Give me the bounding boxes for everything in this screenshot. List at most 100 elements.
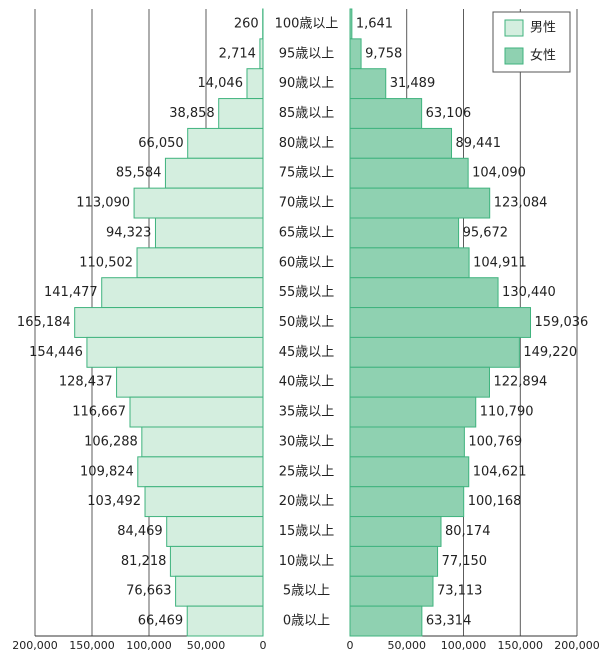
value-label: 103,492 xyxy=(87,494,141,509)
value-label: 104,911 xyxy=(473,255,527,270)
bar xyxy=(186,605,264,637)
category-label: 60歳以上 xyxy=(279,255,335,270)
bar xyxy=(154,217,264,249)
x-tick-label: 0 xyxy=(260,639,267,652)
value-label: 80,174 xyxy=(445,524,491,539)
category-label: 0歳以上 xyxy=(283,614,330,629)
bar xyxy=(141,426,264,458)
bar xyxy=(133,187,264,219)
x-tick-label: 100,000 xyxy=(441,639,487,652)
value-label: 122,894 xyxy=(493,375,547,390)
x-tick-label: 150,000 xyxy=(498,639,544,652)
bar xyxy=(86,336,264,368)
legend-label: 女性 xyxy=(530,48,556,64)
value-label: 104,090 xyxy=(472,166,526,181)
bar xyxy=(349,247,470,279)
value-label: 128,437 xyxy=(59,375,113,390)
bar xyxy=(349,157,469,189)
category-label: 15歳以上 xyxy=(279,524,335,539)
bar xyxy=(349,486,465,518)
category-label: 80歳以上 xyxy=(279,136,335,151)
legend-swatch xyxy=(504,19,524,37)
value-label: 104,621 xyxy=(473,464,527,479)
bar xyxy=(175,575,264,607)
bar xyxy=(349,307,532,338)
x-tick-label: 50,000 xyxy=(388,639,427,652)
x-tick-label: 0 xyxy=(347,639,354,652)
value-label: 141,477 xyxy=(44,285,98,300)
bar xyxy=(349,277,499,309)
value-label: 84,469 xyxy=(117,524,163,539)
category-label: 35歳以上 xyxy=(279,405,335,420)
value-label: 95,672 xyxy=(463,225,509,240)
category-label: 20歳以上 xyxy=(279,494,335,509)
x-tick-label: 150,000 xyxy=(69,639,115,652)
bar xyxy=(164,157,264,189)
bar xyxy=(349,127,453,159)
bar xyxy=(166,516,264,547)
value-label: 89,441 xyxy=(456,136,502,151)
category-label: 100歳以上 xyxy=(275,16,339,31)
value-label: 76,663 xyxy=(126,584,172,599)
category-label: 30歳以上 xyxy=(279,434,335,449)
category-label: 5歳以上 xyxy=(283,584,330,599)
category-label: 40歳以上 xyxy=(279,375,335,390)
bar xyxy=(259,38,264,70)
value-label: 130,440 xyxy=(502,285,556,300)
value-label: 81,218 xyxy=(121,554,167,569)
value-label: 154,446 xyxy=(29,345,83,360)
category-label: 45歳以上 xyxy=(279,345,335,360)
bar xyxy=(129,396,264,428)
bar xyxy=(349,8,353,40)
bar xyxy=(349,98,423,129)
value-label: 113,090 xyxy=(76,196,130,211)
bar xyxy=(349,38,362,70)
category-label: 75歳以上 xyxy=(279,166,335,181)
value-label: 31,489 xyxy=(390,76,436,91)
category-label: 25歳以上 xyxy=(279,464,335,479)
value-label: 77,150 xyxy=(442,554,488,569)
value-label: 123,084 xyxy=(494,196,548,211)
legend-swatch xyxy=(504,47,524,65)
value-label: 38,858 xyxy=(169,106,215,121)
category-label: 95歳以上 xyxy=(279,46,335,61)
value-label: 63,314 xyxy=(426,614,472,629)
value-label: 94,323 xyxy=(106,225,152,240)
value-label: 260 xyxy=(234,16,259,31)
bar xyxy=(349,605,423,637)
bar xyxy=(74,307,264,338)
bar xyxy=(349,516,442,547)
x-tick-label: 200,000 xyxy=(554,639,600,652)
bar xyxy=(349,187,491,219)
bar xyxy=(349,217,460,249)
category-label: 10歳以上 xyxy=(279,554,335,569)
value-label: 110,502 xyxy=(79,255,133,270)
value-label: 149,220 xyxy=(523,345,577,360)
bar xyxy=(246,68,264,100)
value-label: 165,184 xyxy=(17,315,71,330)
category-label: 65歳以上 xyxy=(279,225,335,240)
value-label: 9,758 xyxy=(365,46,402,61)
bar xyxy=(349,396,477,428)
bar xyxy=(137,456,264,488)
value-label: 85,584 xyxy=(116,166,162,181)
bar xyxy=(349,456,470,488)
x-tick-label: 100,000 xyxy=(126,639,172,652)
value-label: 110,790 xyxy=(480,405,534,420)
value-label: 116,667 xyxy=(72,405,126,420)
value-label: 2,714 xyxy=(219,46,256,61)
bar xyxy=(116,366,264,398)
category-label: 50歳以上 xyxy=(279,315,335,330)
bar xyxy=(349,366,490,398)
value-label: 159,036 xyxy=(535,315,589,330)
bar xyxy=(349,336,520,368)
bar xyxy=(187,127,264,159)
value-label: 109,824 xyxy=(80,464,134,479)
value-label: 1,641 xyxy=(356,16,393,31)
value-label: 100,769 xyxy=(468,434,522,449)
category-label: 85歳以上 xyxy=(279,106,335,121)
bar xyxy=(101,277,264,309)
value-label: 66,050 xyxy=(138,136,184,151)
value-label: 100,168 xyxy=(468,494,522,509)
